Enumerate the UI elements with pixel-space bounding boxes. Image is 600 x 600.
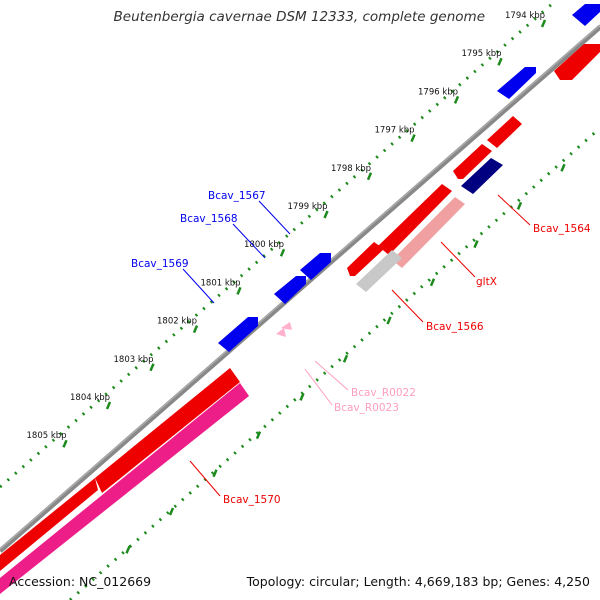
inner-major-tick-9 [212,469,218,478]
outer-major-tick-11 [62,439,68,448]
rna-R0022[interactable] [281,322,292,330]
gene-arrow-1567[interactable] [300,253,331,280]
inner-major-tick-10 [168,507,175,516]
inner-major-tick-7 [299,392,305,401]
scale-label-9: 1803 kbp [114,355,154,365]
scale-label-10: 1804 kbp [70,393,110,403]
scale-label-11: 1805 kbp [27,431,67,441]
outer-major-tick-4 [366,172,373,181]
gene-arrow-1565[interactable] [487,116,522,148]
scale-label-7: 1801 kbp [201,278,241,288]
accession-label: Accession: NC_012669 [9,574,152,589]
gene-arrow-gltX-red[interactable] [378,184,452,255]
inner-major-tick-6 [342,354,349,363]
inner-major-tick-8 [255,431,262,440]
label-Bcav_1564[interactable]: Bcav_1564 [533,223,591,235]
label-Bcav_1569[interactable]: Bcav_1569 [131,258,189,270]
gene-arrow-1564[interactable] [461,158,503,194]
gene-arrow-1568[interactable] [274,276,306,304]
genome-summary: Topology: circular; Length: 4,669,183 bp… [246,574,590,589]
inner-major-tick-1 [560,163,566,172]
inner-major-tick-3 [473,240,479,249]
label-Bcav_R0023[interactable]: Bcav_R0023 [334,402,399,414]
forward-genes [218,4,600,352]
outer-major-tick-6 [279,248,286,257]
gene-arrow-1565-fwd[interactable] [497,67,536,99]
scale-label-3: 1797 kbp [375,126,415,136]
tick-labels: 1794 kbp 1795 kbp 1796 kbp 1797 kbp 1798 kbp… [27,11,546,441]
scale-label-6: 1800 kbp [244,240,284,250]
outer-major-tick-10 [105,401,112,410]
scale-label-5: 1799 kbp [288,202,328,212]
inner-major-tick-4 [429,278,436,287]
inner-tick-track [69,126,600,600]
inner-major-tick-11 [125,545,131,554]
scale-label-8: 1802 kbp [157,317,197,327]
outer-major-tick-0 [540,19,547,28]
leader-lines [182,194,531,497]
label-Bcav_1567[interactable]: Bcav_1567 [208,190,266,202]
label-Bcav_1566[interactable]: Bcav_1566 [426,321,484,333]
outer-major-tick-8 [192,325,199,334]
scale-label-1: 1795 kbp [462,49,502,59]
label-Bcav_R0022[interactable]: Bcav_R0022 [351,387,416,399]
outer-major-tick-2 [453,95,460,104]
gene-arrow-1566[interactable] [356,250,402,292]
gene-arrow-1570[interactable] [0,383,249,594]
scale-label-4: 1798 kbp [331,164,371,174]
gene-labels: Bcav_1567 Bcav_1568 Bcav_1569 Bcav_1564 … [131,190,591,506]
major-ticks [62,19,566,554]
genome-title: Beutenbergia cavernae DSM 12333, complet… [113,9,485,25]
gene-arrow-1562[interactable] [554,44,600,80]
label-Bcav_1568[interactable]: Bcav_1568 [180,213,238,225]
outer-major-tick-1 [497,57,503,66]
gene-arrow-1563[interactable] [572,4,600,26]
gene-arrow-1570-red-b[interactable] [95,368,240,493]
outer-major-tick-3 [410,134,416,143]
scale-label-0: 1794 kbp [505,11,545,21]
outer-major-tick-7 [236,286,242,295]
outer-tick-track [0,2,553,489]
outer-major-tick-5 [323,210,329,219]
gene-arrow-gltX[interactable] [392,197,465,268]
outer-major-tick-9 [149,363,155,372]
inner-major-tick-5 [386,316,392,325]
gene-arrow-1564-red[interactable] [453,144,492,179]
rna-R0023[interactable] [276,328,286,337]
inner-major-tick-2 [516,201,523,210]
gene-arrow-1570-red-a[interactable] [0,478,98,571]
gene-arrow-1566-red[interactable] [347,242,384,276]
label-Bcav_1570[interactable]: Bcav_1570 [223,494,281,506]
reverse-genes [0,44,600,594]
scale-label-2: 1796 kbp [418,87,458,97]
label-gltX[interactable]: gltX [476,276,497,288]
gene-arrow-1569[interactable] [218,317,258,352]
